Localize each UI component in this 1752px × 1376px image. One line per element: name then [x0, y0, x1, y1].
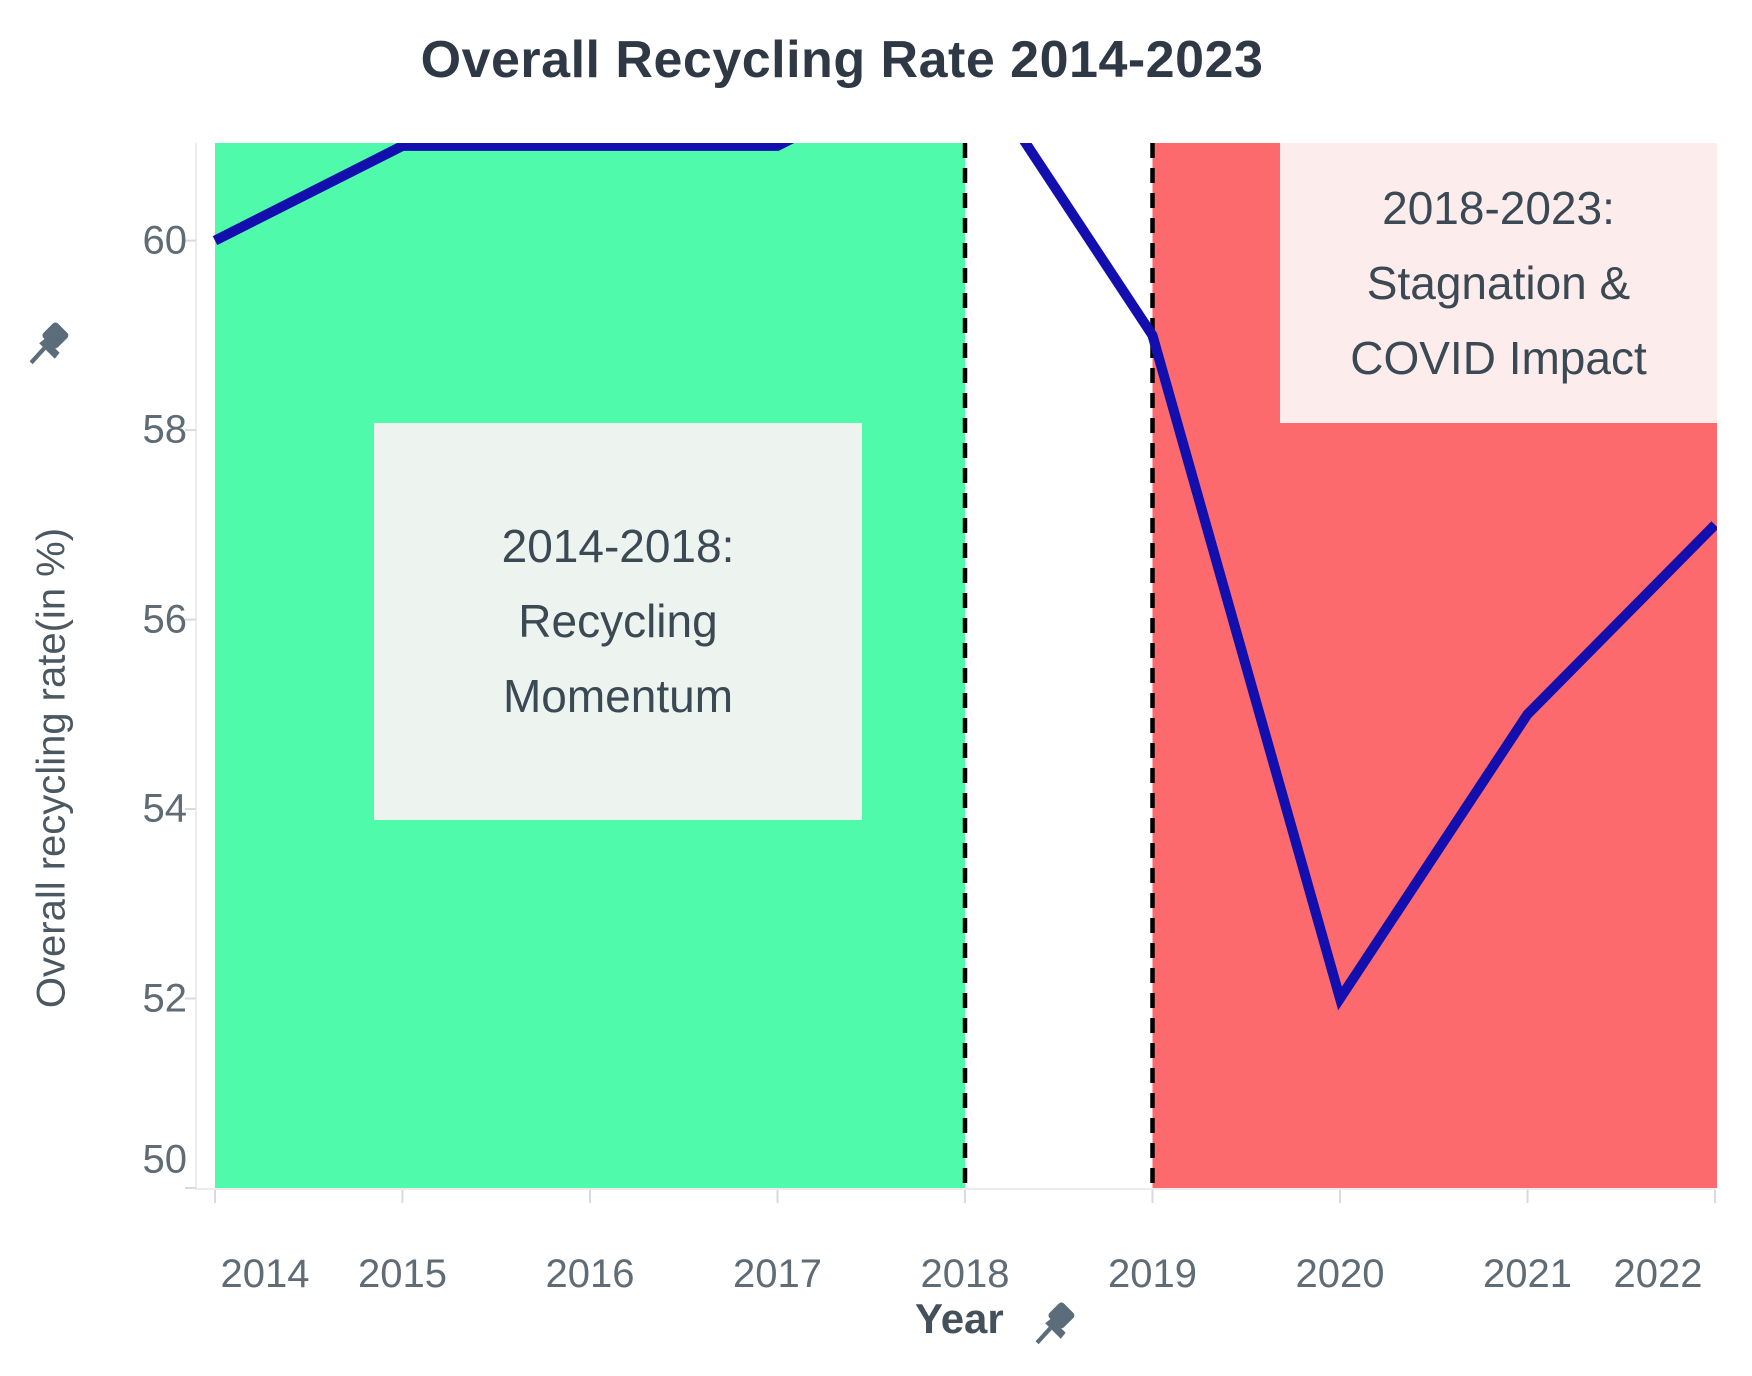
x-tick-label: 2014 [220, 1252, 310, 1296]
annotation-line: 2018-2023: [1382, 181, 1615, 234]
y-tick-label: 54 [142, 786, 188, 831]
y-tick-label: 58 [142, 407, 188, 452]
y-tick-label: 60 [142, 218, 188, 263]
y-tick-label: 52 [142, 976, 188, 1021]
x-axis-pushpin-icon[interactable] [1032, 1298, 1080, 1346]
x-tick-label: 2017 [733, 1252, 822, 1296]
x-tick-label: 2015 [358, 1252, 447, 1296]
chart-title: Overall Recycling Rate 2014-2023 [420, 31, 1264, 89]
annotation-line: Stagnation & [1366, 256, 1631, 309]
x-tick-label: 2020 [1295, 1252, 1385, 1296]
y-tick-label: 50 [142, 1137, 188, 1182]
x-tick-label: 2018 [920, 1252, 1010, 1296]
annotation-line: 2014-2018: [501, 520, 735, 572]
x-axis-title: Year [915, 1295, 1004, 1342]
x-tick-label: 2016 [545, 1252, 635, 1296]
x-tick-label: 2019 [1108, 1252, 1197, 1296]
annotation-stagnation-covid: 2018-2023: Stagnation & COVID Impact [1280, 143, 1717, 423]
x-tick-label: 2021 [1483, 1252, 1572, 1296]
annotation-line: COVID Impact [1350, 331, 1647, 384]
annotation-recycling-momentum: 2014-2018: Recycling Momentum [374, 423, 862, 820]
y-axis-title: Overall recycling rate(in %) [29, 527, 74, 1009]
y-tick-label: 56 [142, 597, 188, 642]
annotation-line: Momentum [502, 670, 734, 722]
x-tick-label: 2022 [1613, 1252, 1703, 1296]
annotation-line: Recycling [518, 595, 718, 647]
y-axis-pushpin-icon[interactable] [26, 318, 74, 366]
